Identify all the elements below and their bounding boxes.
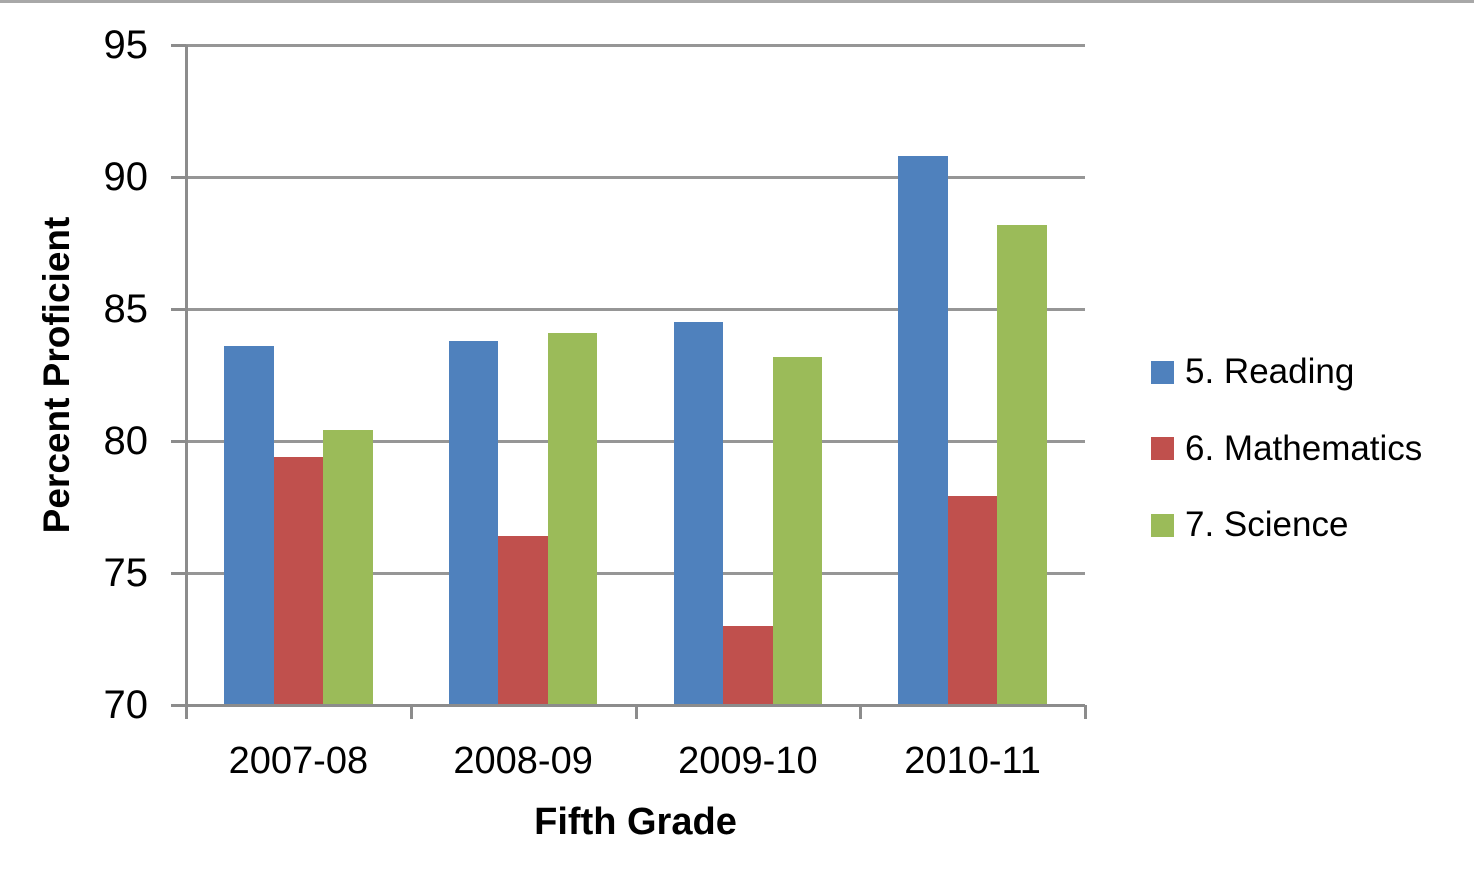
x-tick-label-2008-09: 2008-09 <box>453 740 593 782</box>
x-tick-0 <box>185 705 188 719</box>
y-axis-title: Percent Proficient <box>36 216 77 534</box>
legend-label: 6. Mathematics <box>1185 428 1423 468</box>
y-tick-75 <box>171 572 186 575</box>
y-tick-label-80: 80 <box>103 419 149 463</box>
y-tick-label-75: 75 <box>103 551 149 595</box>
y-tick-label-85: 85 <box>103 287 149 331</box>
bar-science-2007-08 <box>323 430 373 705</box>
bar-reading-2009-10 <box>673 322 724 705</box>
plot-area <box>186 44 1085 705</box>
x-tick-3 <box>859 705 863 719</box>
x-tick-label-2007-08: 2007-08 <box>228 740 369 782</box>
legend-swatch-icon <box>1151 360 1174 384</box>
y-axis-line <box>185 45 188 718</box>
gridline-y75 <box>186 572 1085 575</box>
x-tick-label-2009-10: 2009-10 <box>678 740 818 782</box>
x-tick-2 <box>634 705 638 719</box>
legend-swatch-icon <box>1151 437 1174 460</box>
frame-top-border <box>0 0 1474 3</box>
legend-item-science: 7. Science <box>1151 503 1348 547</box>
y-tick-90 <box>171 176 186 179</box>
gridline-y80 <box>186 440 1085 443</box>
x-tick-4 <box>1084 705 1087 719</box>
bar-science-2008-09 <box>547 332 598 705</box>
y-tick-label-95: 95 <box>103 23 149 67</box>
legend-label: 7. Science <box>1185 505 1349 544</box>
x-tick-1 <box>409 705 413 719</box>
gridline-y95 <box>186 44 1085 47</box>
y-tick-85 <box>171 308 186 311</box>
bar-mathematics-2008-09 <box>498 536 548 705</box>
legend-item-mathematics: 6. Mathematics <box>1151 427 1422 471</box>
bar-reading-2008-09 <box>448 340 499 705</box>
legend-label: 5. Reading <box>1185 352 1355 391</box>
bar-mathematics-2007-08 <box>273 456 324 705</box>
legend-item-reading: 5. Reading <box>1151 350 1354 394</box>
bar-mathematics-2009-10 <box>723 625 773 705</box>
y-tick-label-70: 70 <box>103 683 149 727</box>
x-tick-label-2010-11: 2010-11 <box>904 740 1041 782</box>
bar-science-2010-11 <box>997 224 1047 705</box>
y-tick-80 <box>171 440 186 443</box>
y-tick-label-90: 90 <box>103 155 149 199</box>
gridline-y85 <box>186 308 1085 311</box>
bar-reading-2007-08 <box>224 345 274 705</box>
x-axis-line <box>171 704 1085 707</box>
legend-swatch-icon <box>1151 513 1174 537</box>
y-tick-70 <box>171 704 186 707</box>
x-axis-title: Fifth Grade <box>534 801 737 843</box>
bar-reading-2010-11 <box>898 155 948 705</box>
gridline-y90 <box>186 176 1085 179</box>
bar-science-2009-10 <box>772 356 823 705</box>
bar-mathematics-2010-11 <box>947 496 998 705</box>
y-tick-95 <box>171 44 186 47</box>
